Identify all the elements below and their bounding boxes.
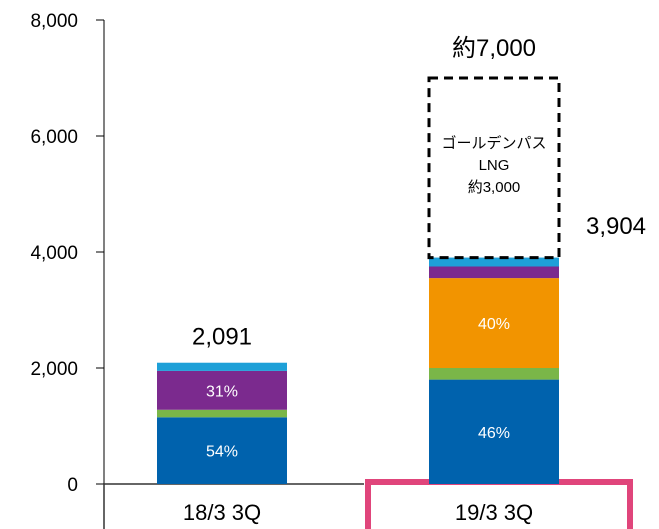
y-tick-label: 6,000 [30,127,78,148]
segment-label: 31% [206,383,238,400]
bar-segment [157,409,287,418]
bar-total-label: 2,091 [192,324,252,351]
projection: ゴールデンパス LNG 約3,000 約7,000 [427,35,561,260]
projection-box [427,76,561,260]
bar-segment [429,368,559,380]
bar-segment [157,417,287,484]
category-boxes: 18/3 3Q 19/3 3Q [103,479,633,529]
bar-segment [429,266,559,279]
projection-box-label: 約3,000 [468,179,521,196]
bar-total-label: 3,904 [586,213,646,240]
segment-label: 40% [478,316,510,333]
y-tick-label: 2,000 [30,359,78,380]
projection-total-label: 約7,000 [452,35,536,62]
segment-label: 54% [206,444,238,461]
bar-segment [429,278,559,368]
x-category-label: 18/3 3Q [183,500,261,525]
projection-box-label: ゴールデンパス [441,134,546,152]
bars: 54% 46% 40% 31% [157,257,559,484]
bar-segment [429,257,559,267]
bar-segment [429,379,559,484]
x-category-label: 19/3 3Q [455,500,533,525]
totals: 2,091 3,904 [192,213,646,351]
segment-label: 46% [478,425,510,442]
bar-segment [157,362,287,371]
projection-box-label: LNG [479,157,510,174]
y-tick-label: 8,000 [30,11,78,32]
y-tick-label: 0 [67,475,78,496]
y-tick-label: 4,000 [30,243,78,264]
bar-segment [157,370,287,410]
y-axis: 0 2,000 4,000 6,000 8,000 [30,11,105,496]
